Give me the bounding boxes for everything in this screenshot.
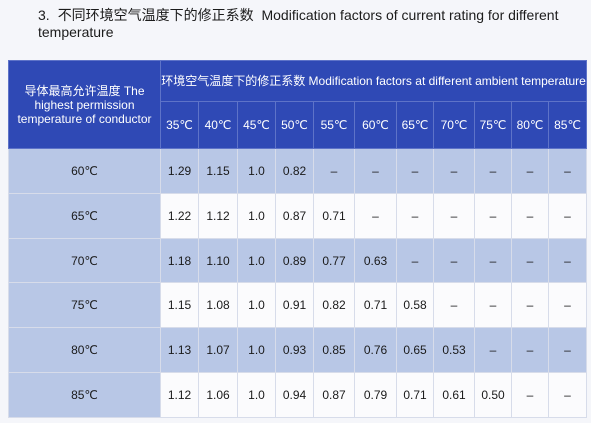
section-title-en: Modification factors of current rating f… — [38, 7, 559, 40]
factor-cell: 1.12 — [160, 372, 199, 418]
conductor-temp-cell: 70℃ — [8, 237, 161, 284]
factor-cell: – — [511, 192, 549, 239]
factor-cell: – — [433, 237, 475, 284]
factor-cell: – — [474, 148, 512, 194]
ambient-temp-header: 35℃ — [160, 101, 199, 149]
ambient-temp-header: 85℃ — [547, 101, 588, 149]
factor-cell: – — [511, 372, 549, 418]
factor-cell: 0.71 — [313, 192, 355, 239]
conductor-temp-cell: 85℃ — [8, 372, 161, 418]
factor-cell: 0.87 — [275, 192, 314, 239]
factor-cell: 0.71 — [396, 372, 434, 418]
factor-cell: – — [474, 192, 512, 239]
factor-cell: 0.76 — [354, 327, 397, 374]
factor-cell: 1.22 — [160, 192, 199, 239]
factor-cell: 0.77 — [313, 237, 355, 284]
conductor-temp-cell: 65℃ — [8, 192, 161, 239]
factor-cell: – — [474, 237, 512, 284]
factor-cell: 0.79 — [354, 372, 397, 418]
table-row: 65℃ 1.22 1.12 1.0 0.87 0.71– – – – – – — [8, 192, 588, 239]
ambient-temp-header: 70℃ — [433, 101, 475, 149]
factor-cell: 1.0 — [237, 237, 276, 284]
factor-cell: – — [396, 237, 434, 284]
factor-cell: 0.87 — [313, 372, 355, 418]
factor-cell: – — [433, 192, 475, 239]
factor-cell: – — [547, 282, 588, 329]
factor-cell: – — [396, 148, 434, 194]
factor-cell: 0.53 — [433, 327, 475, 374]
factor-cell: – — [354, 192, 397, 239]
factor-cell: – — [474, 282, 512, 329]
factor-cell: 1.10 — [198, 237, 238, 284]
factor-cell: 0.61 — [433, 372, 475, 418]
factor-cell: 0.58 — [396, 282, 434, 329]
ambient-temp-header: 55℃ — [313, 101, 355, 149]
factor-cell: 0.65 — [396, 327, 434, 374]
table-row: 70℃ 1.18 1.10 1.0 0.89 0.77 0.63– – – – – — [8, 237, 588, 284]
factor-cell: 1.06 — [198, 372, 238, 418]
factor-cell: 1.12 — [198, 192, 238, 239]
table-row: 80℃ 1.13 1.07 1.0 0.93 0.85 0.76 0.65 0.53– – – — [8, 327, 588, 374]
factor-cell: 0.71 — [354, 282, 397, 329]
factors-table-body: 60℃ 1.29 1.15 1.0 0.82– – – – – – –65℃ 1.22 1.12 1.0 0… — [8, 148, 588, 418]
ambient-temp-header: 45℃ — [237, 101, 276, 149]
factor-cell: – — [547, 192, 588, 239]
ambient-temp-header: 40℃ — [198, 101, 238, 149]
factor-cell: 0.50 — [474, 372, 512, 418]
factor-cell: – — [354, 148, 397, 194]
factor-cell: 1.0 — [237, 148, 276, 194]
factor-cell: 0.91 — [275, 282, 314, 329]
factor-cell: 1.29 — [160, 148, 199, 194]
factor-cell: 1.0 — [237, 327, 276, 374]
factor-cell: 0.89 — [275, 237, 314, 284]
factor-cell: – — [547, 237, 588, 284]
factor-cell: – — [511, 327, 549, 374]
factor-cell: 1.15 — [198, 148, 238, 194]
table-row: 85℃ 1.12 1.06 1.0 0.94 0.87 0.79 0.71 0.61 0.50– – — [8, 372, 588, 418]
factor-cell: 0.63 — [354, 237, 397, 284]
factor-cell: 0.93 — [275, 327, 314, 374]
factor-cell: 1.13 — [160, 327, 199, 374]
section-title-zh: 不同环境空气温度下的修正系数 — [57, 7, 254, 23]
factor-cell: – — [511, 282, 549, 329]
factor-cell: – — [511, 148, 549, 194]
factor-cell: 1.0 — [237, 192, 276, 239]
factor-cell: 1.18 — [160, 237, 199, 284]
factor-cell: – — [547, 372, 588, 418]
factor-cell: – — [433, 282, 475, 329]
factor-cell: – — [547, 327, 588, 374]
section-heading: 3. 不同环境空气温度下的修正系数 Modification factors of… — [38, 7, 586, 41]
conductor-temp-cell: 75℃ — [8, 282, 161, 329]
table-row: 60℃ 1.29 1.15 1.0 0.82– – – – – – – — [8, 148, 588, 194]
factor-cell: 1.0 — [237, 372, 276, 418]
factor-cell: – — [547, 148, 588, 194]
factor-cell: 1.07 — [198, 327, 238, 374]
ambient-temp-header: 75℃ — [474, 101, 512, 149]
factor-cell: – — [474, 327, 512, 374]
ambient-temp-header: 50℃ — [275, 101, 314, 149]
factor-cell: 0.82 — [313, 282, 355, 329]
conductor-temperature-header: 导体最高允许温度 The highest permission temperat… — [8, 60, 161, 149]
factor-cell: – — [396, 192, 434, 239]
section-number: 3. — [38, 7, 50, 23]
ambient-temp-header: 65℃ — [396, 101, 434, 149]
table-row: 75℃ 1.15 1.08 1.0 0.91 0.82 0.71 0.58– – – – — [8, 282, 588, 329]
factor-cell: – — [433, 148, 475, 194]
factor-cell: 1.0 — [237, 282, 276, 329]
factor-cell: – — [313, 148, 355, 194]
factor-cell: – — [511, 237, 549, 284]
factor-cell: 0.82 — [275, 148, 314, 194]
factor-cell: 1.15 — [160, 282, 199, 329]
factor-cell: 1.08 — [198, 282, 238, 329]
modification-factors-table: 导体最高允许温度 The highest permission temperat… — [8, 60, 588, 418]
ambient-temperature-group-header: 环境空气温度下的修正系数 Modification factors at dif… — [159, 60, 588, 102]
conductor-temp-cell: 80℃ — [8, 327, 161, 374]
ambient-temperature-row: 35℃ 40℃ 45℃ 50℃ 55℃ 60℃ 65℃ 70℃ 75℃ 80℃ 85℃ — [9, 101, 588, 149]
ambient-temp-header: 60℃ — [354, 101, 397, 149]
conductor-temp-cell: 60℃ — [8, 148, 161, 194]
factor-cell: 0.85 — [313, 327, 355, 374]
factor-cell: 0.94 — [275, 372, 314, 418]
ambient-temp-header: 80℃ — [511, 101, 549, 149]
